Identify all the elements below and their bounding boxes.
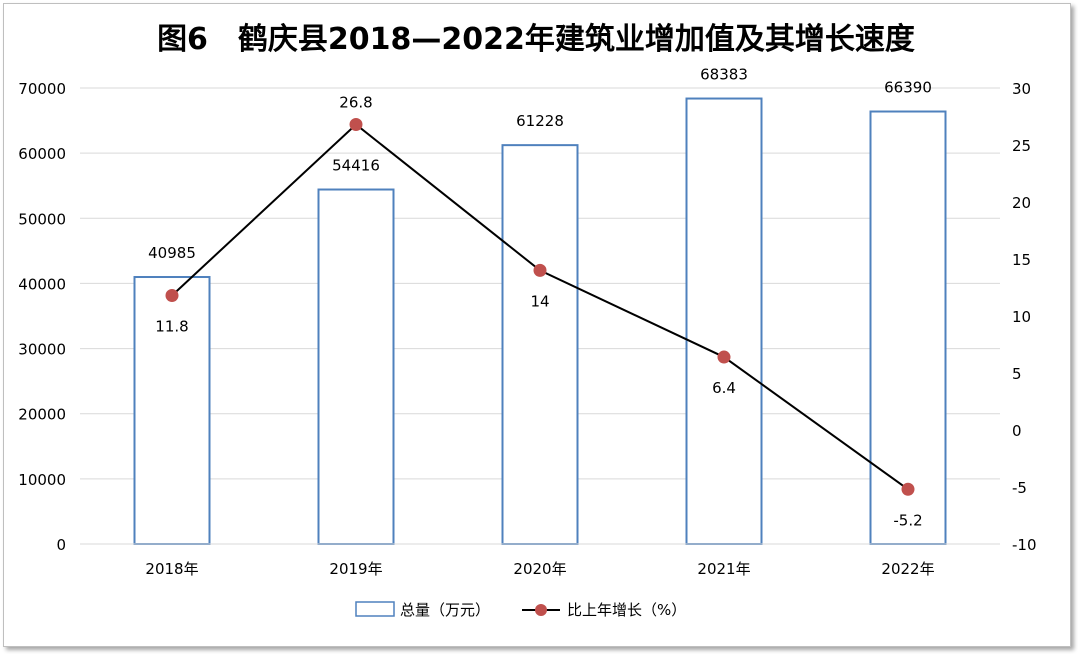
bar (685, 97, 763, 545)
y-left-tick-label: 70000 (18, 80, 66, 98)
bar-value-label: 66390 (884, 79, 932, 97)
x-tick-label: 2022年 (881, 560, 934, 578)
y-right-tick-label: 10 (1012, 308, 1031, 326)
growth-value-label: 26.8 (339, 93, 372, 111)
y-right-tick-label: 5 (1012, 365, 1022, 383)
x-tick-label: 2018年 (145, 560, 198, 578)
bar (501, 144, 579, 545)
y-left-tick-label: 50000 (18, 210, 66, 228)
y-right-tick-label: 15 (1012, 251, 1031, 269)
y-right-tick-label: 30 (1012, 80, 1031, 98)
legend-line-marker (535, 604, 547, 616)
y-right-tick-label: 0 (1012, 422, 1022, 440)
y-left-tick-label: 10000 (18, 471, 66, 489)
axes: 0 10000 20000 30000 40000 50000 60000 70000 -10 -… (18, 80, 1036, 578)
x-tick-label: 2020年 (513, 560, 566, 578)
growth-point (717, 350, 731, 364)
bar-value-label: 61228 (516, 112, 564, 130)
bar (317, 188, 395, 546)
legend-bar-label: 总量（万元） (400, 601, 490, 619)
x-tick-label: 2021年 (697, 560, 750, 578)
y-left-tick-label: 0 (56, 536, 66, 554)
bar-value-label: 40985 (148, 244, 196, 262)
legend-line-label: 比上年增长（%） (567, 601, 686, 619)
bar-value-label: 54416 (332, 157, 380, 175)
growth-value-label: -5.2 (893, 511, 922, 529)
data-labels: 40985 54416 61228 68383 66390 11.8 26.8 14 6.4 -5… (148, 66, 932, 530)
x-tick-label: 2019年 (329, 560, 382, 578)
growth-value-label: 14 (530, 292, 549, 310)
y-right-tick-label: 20 (1012, 194, 1031, 212)
y-left-tick-label: 20000 (18, 406, 66, 424)
growth-point (165, 288, 179, 302)
y-left-tick-label: 40000 (18, 275, 66, 293)
growth-value-label: 6.4 (712, 379, 736, 397)
chart-title: 图6 鹤庆县2018—2022年建筑业增加值及其增长速度 (157, 22, 915, 57)
bar (133, 276, 211, 545)
legend: 总量（万元） 比上年增长（%） (355, 601, 686, 619)
bar-value-label: 68383 (700, 66, 748, 84)
line-series (165, 117, 915, 496)
growth-point (901, 482, 915, 496)
growth-point (533, 263, 547, 277)
y-right-tick-label: -5 (1012, 479, 1027, 497)
bar (869, 110, 947, 545)
growth-value-label: 11.8 (155, 317, 188, 335)
y-left-tick-label: 30000 (18, 341, 66, 359)
legend-bar-swatch (355, 601, 395, 617)
y-right-tick-label: -10 (1012, 536, 1037, 554)
growth-point (349, 117, 363, 131)
y-left-tick-label: 60000 (18, 145, 66, 163)
bar-series (133, 97, 947, 546)
y-right-tick-label: 25 (1012, 137, 1031, 155)
